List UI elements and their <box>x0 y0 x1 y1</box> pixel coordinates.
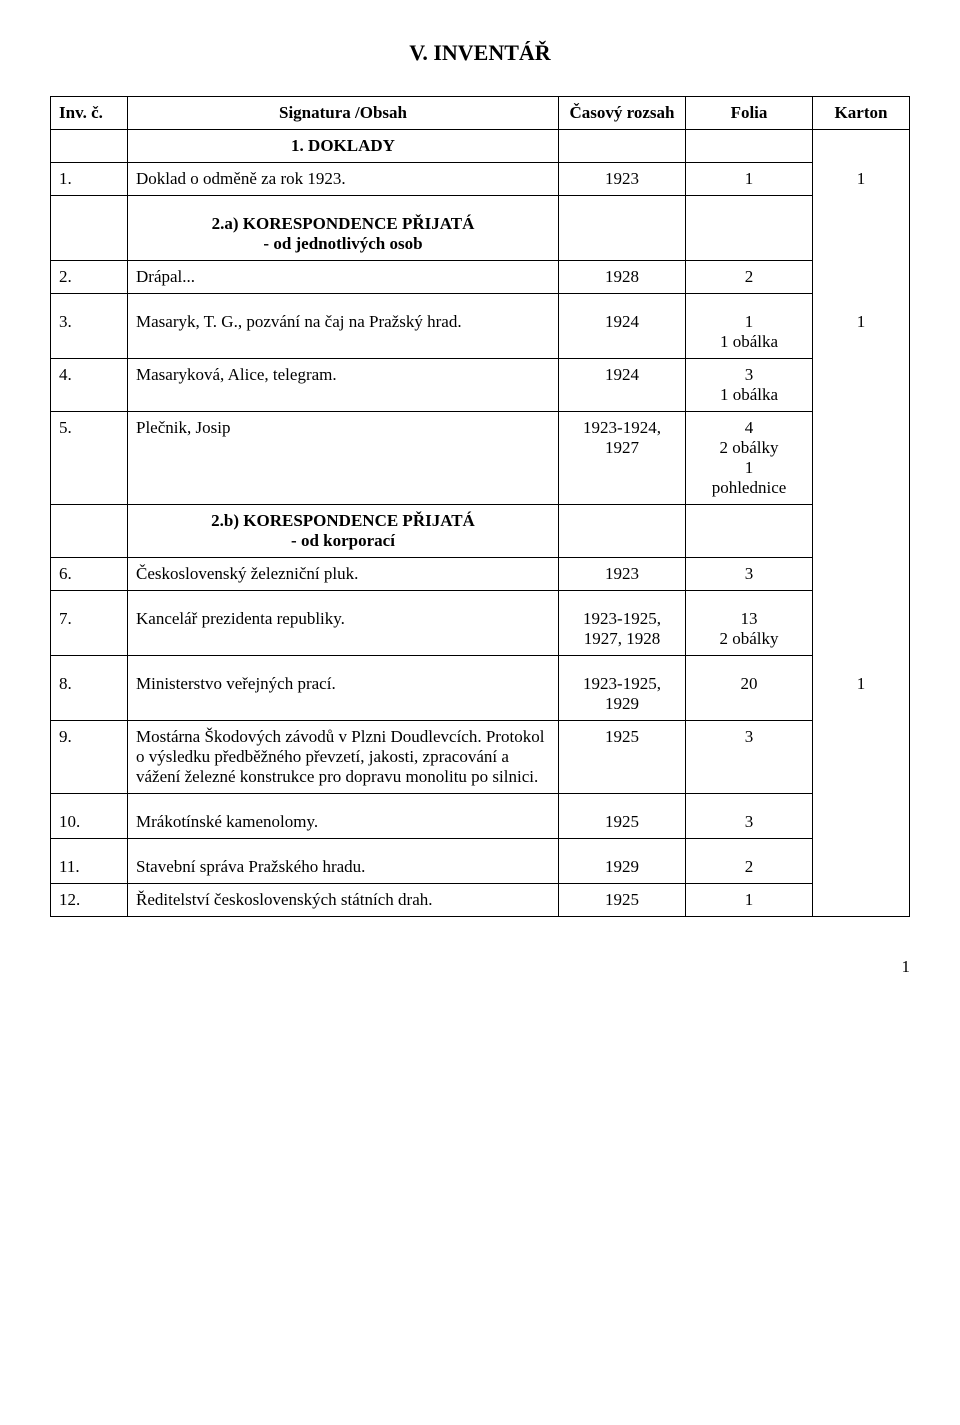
cell-fol: 2 <box>686 261 813 294</box>
table-row <box>51 196 910 209</box>
section-2b: 2.b) KORESPONDENCE PŘIJATÁ - od korporac… <box>128 505 559 558</box>
cell-inv: 9. <box>51 721 128 794</box>
table-row: 5. Plečnik, Josip 1923-1924, 1927 4 2 ob… <box>51 412 910 505</box>
cell-inv: 2. <box>51 261 128 294</box>
cell-text: Ředitelství československých státních dr… <box>128 884 559 917</box>
cell-cas: 1923 <box>559 163 686 196</box>
section-row: 2.b) KORESPONDENCE PŘIJATÁ - od korporac… <box>51 505 910 558</box>
section-row: 2.a) KORESPONDENCE PŘIJATÁ - od jednotli… <box>51 208 910 261</box>
cell-kar <box>813 412 910 505</box>
table-row: 4. Masaryková, Alice, telegram. 1924 3 1… <box>51 359 910 412</box>
table-row: 3. Masaryk, T. G., pozvání na čaj na Pra… <box>51 306 910 359</box>
cell-inv: 4. <box>51 359 128 412</box>
cell-cas: 1925 <box>559 721 686 794</box>
cell-fol: 1 <box>686 163 813 196</box>
cell-fol: 3 <box>686 721 813 794</box>
cell-cas: 1923 <box>559 558 686 591</box>
cell-text: Stavební správa Pražského hradu. <box>128 851 559 884</box>
table-row <box>51 794 910 807</box>
table-row: 6. Československý železniční pluk. 1923 … <box>51 558 910 591</box>
cell-inv: 1. <box>51 163 128 196</box>
cell-text: Drápal... <box>128 261 559 294</box>
page-title: V. INVENTÁŘ <box>50 40 910 66</box>
table-row: 12. Ředitelství československých státníc… <box>51 884 910 917</box>
cell-fol: 2 <box>686 851 813 884</box>
col-header-sig: Signatura /Obsah <box>128 97 559 130</box>
cell-kar <box>813 721 910 794</box>
cell-text: Doklad o odměně za rok 1923. <box>128 163 559 196</box>
cell-inv: 10. <box>51 806 128 839</box>
cell-text: Plečnik, Josip <box>128 412 559 505</box>
cell-cas: 1928 <box>559 261 686 294</box>
cell-cas: 1923-1924, 1927 <box>559 412 686 505</box>
col-header-inv: Inv. č. <box>51 97 128 130</box>
table-row: 1. Doklad o odměně za rok 1923. 1923 1 1 <box>51 163 910 196</box>
cell-fol: 13 2 obálky <box>686 603 813 656</box>
cell-fol: 20 <box>686 668 813 721</box>
cell-text: Československý železniční pluk. <box>128 558 559 591</box>
cell-kar <box>813 261 910 294</box>
cell-inv: 12. <box>51 884 128 917</box>
cell-cas: 1929 <box>559 851 686 884</box>
cell-fol: 1 <box>686 884 813 917</box>
cell-cas: 1924 <box>559 359 686 412</box>
table-row: 10. Mrákotínské kamenolomy. 1925 3 <box>51 806 910 839</box>
cell-text: Ministerstvo veřejných prací. <box>128 668 559 721</box>
cell-kar: 1 <box>813 163 910 196</box>
cell-kar <box>813 806 910 839</box>
cell-text: Mrákotínské kamenolomy. <box>128 806 559 839</box>
cell-inv: 7. <box>51 603 128 656</box>
table-row: 11. Stavební správa Pražského hradu. 192… <box>51 851 910 884</box>
cell-cas: 1923-1925, 1927, 1928 <box>559 603 686 656</box>
section-2a: 2.a) KORESPONDENCE PŘIJATÁ - od jednotli… <box>128 208 559 261</box>
cell-kar: 1 <box>813 306 910 359</box>
cell-cas: 1925 <box>559 884 686 917</box>
cell-inv: 5. <box>51 412 128 505</box>
table-header-row: Inv. č. Signatura /Obsah Časový rozsah F… <box>51 97 910 130</box>
cell-text: Masaryk, T. G., pozvání na čaj na Pražsk… <box>128 306 559 359</box>
table-row <box>51 294 910 307</box>
cell-text: Mostárna Škodových závodů v Plzni Doudle… <box>128 721 559 794</box>
col-header-cas: Časový rozsah <box>559 97 686 130</box>
cell-fol: 3 1 obálka <box>686 359 813 412</box>
cell-inv: 8. <box>51 668 128 721</box>
col-header-kar: Karton <box>813 97 910 130</box>
table-row <box>51 656 910 669</box>
table-row <box>51 839 910 852</box>
cell-cas: 1925 <box>559 806 686 839</box>
cell-kar <box>813 558 910 591</box>
cell-text: Masaryková, Alice, telegram. <box>128 359 559 412</box>
cell-kar <box>813 884 910 917</box>
cell-kar <box>813 851 910 884</box>
cell-inv: 6. <box>51 558 128 591</box>
cell-cas: 1924 <box>559 306 686 359</box>
cell-inv: 3. <box>51 306 128 359</box>
table-row: 7. Kancelář prezidenta republiky. 1923-1… <box>51 603 910 656</box>
section-row: 1. DOKLADY <box>51 130 910 163</box>
cell-inv: 11. <box>51 851 128 884</box>
cell-kar: 1 <box>813 668 910 721</box>
cell-kar <box>813 359 910 412</box>
section-1-doklady: 1. DOKLADY <box>128 130 559 163</box>
table-row: 2. Drápal... 1928 2 <box>51 261 910 294</box>
table-row <box>51 591 910 604</box>
cell-fol: 4 2 obálky 1 pohlednice <box>686 412 813 505</box>
table-row: 8. Ministerstvo veřejných prací. 1923-19… <box>51 668 910 721</box>
table-row: 9. Mostárna Škodových závodů v Plzni Dou… <box>51 721 910 794</box>
cell-kar <box>813 603 910 656</box>
cell-fol: 1 1 obálka <box>686 306 813 359</box>
page-number: 1 <box>50 957 910 977</box>
col-header-fol: Folia <box>686 97 813 130</box>
cell-text: Kancelář prezidenta republiky. <box>128 603 559 656</box>
cell-cas: 1923-1925, 1929 <box>559 668 686 721</box>
cell-fol: 3 <box>686 558 813 591</box>
cell-fol: 3 <box>686 806 813 839</box>
inventory-table: Inv. č. Signatura /Obsah Časový rozsah F… <box>50 96 910 917</box>
